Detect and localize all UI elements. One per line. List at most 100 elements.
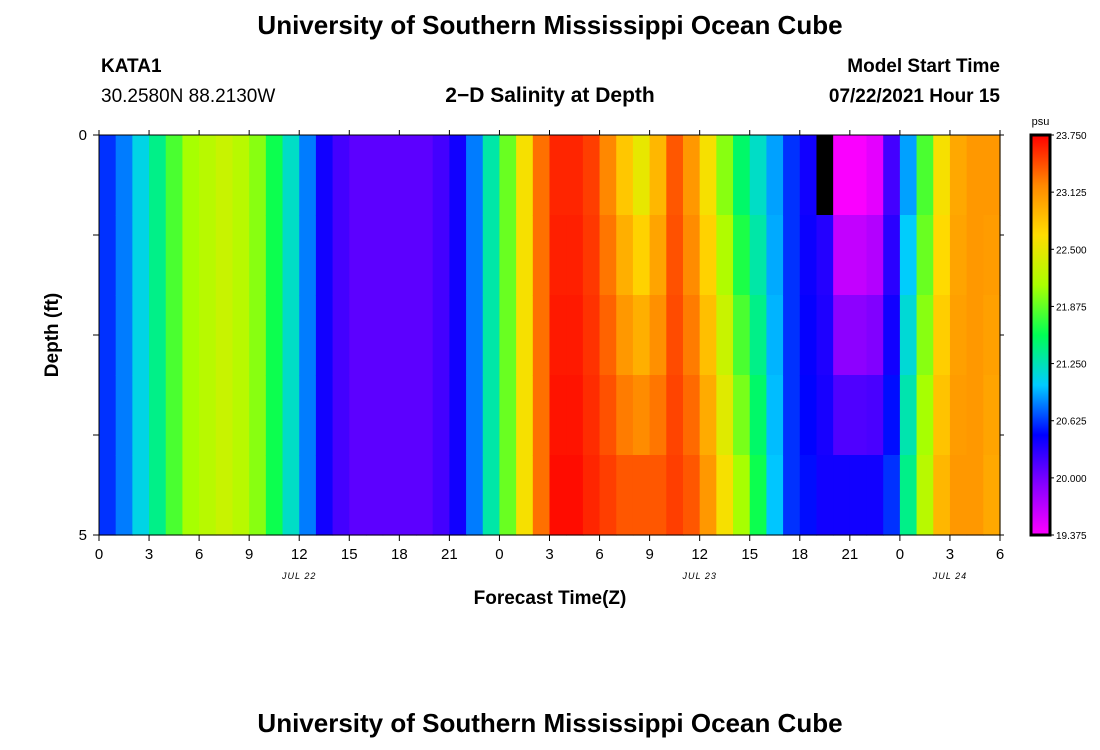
heatmap-cell [733,375,751,456]
heatmap-cell [933,375,951,456]
heatmap-cell [816,455,834,536]
x-tick-label: 6 [195,546,203,563]
heatmap-cell [382,215,400,296]
heatmap-cell [983,135,1001,216]
heatmap-cell [699,295,717,376]
colorbar: psu 23.750 23.125 22.500 21.875 21.250 20.625 2… [1029,116,1087,542]
heatmap-cell [516,455,534,536]
x-tick-label: 6 [996,546,1004,563]
heatmap-cell [215,455,234,536]
heatmap-cell [783,215,801,296]
heatmap-cell [315,135,334,216]
heatmap-cell [849,375,868,456]
colorbar-tick-label: 20.000 [1056,474,1087,485]
colorbar-tick-label: 23.125 [1056,188,1087,199]
colorbar-tick-label: 21.250 [1056,360,1087,371]
heatmap-cell [332,455,350,536]
heatmap-cell [682,135,701,216]
heatmap-cell [783,135,801,216]
heatmap-cell [299,215,317,296]
heatmap-cell [666,455,684,536]
heatmap-cell [416,135,434,216]
heatmap-cell [315,375,334,456]
heatmap-cell [115,455,133,536]
heatmap-cell [149,375,167,456]
heatmap-cell [265,215,284,296]
heatmap-cell [165,135,184,216]
heatmap-cell [716,215,734,296]
heatmap-cell [332,135,350,216]
heatmap-cell [749,295,768,376]
heatmap-cell [799,215,818,296]
heatmap-cell [949,455,968,536]
heatmap-cell [883,135,901,216]
heatmap-cell [382,295,400,376]
heatmap-cell [382,375,400,456]
heatmap-cell [399,135,417,216]
heatmap-cell [249,455,267,536]
heatmap-cell [799,135,818,216]
heatmap-cell [532,215,551,296]
heatmap-cell [249,375,267,456]
heatmap-cell [833,215,851,296]
heatmap-cell [632,135,651,216]
x-tick-label: 6 [595,546,603,563]
heatmap-cell [632,295,651,376]
date-label: JUL 23 [681,571,716,581]
heatmap-cell [716,295,734,376]
heatmap-cell [666,375,684,456]
station-id: KATA1 [101,56,162,77]
heatmap-cell [682,455,701,536]
heatmap-cell [182,375,200,456]
colorbar-unit: psu [1032,116,1050,128]
heatmap-cell [132,295,150,376]
x-tick-label: 15 [741,546,758,563]
heatmap-cell [983,375,1001,456]
heatmap-cell [582,135,601,216]
x-tick-label: 0 [896,546,904,563]
heatmap-cell [566,215,584,296]
heatmap-cell [232,215,250,296]
heatmap-cell [616,135,634,216]
heatmap-cell [582,295,601,376]
heatmap-cell [199,375,217,456]
heatmap-cell [949,135,968,216]
heatmap-cell [416,295,434,376]
heatmap-cell [733,455,751,536]
heatmap-cell [432,135,450,216]
heatmap-cell [215,135,234,216]
bottom-title: University of Southern Mississippi Ocean… [257,708,843,738]
heatmap-cell [466,295,484,376]
heatmap-cell [799,375,818,456]
date-label: JUL 22 [281,571,316,581]
heatmap-cell [482,375,501,456]
heatmap-cell [582,215,601,296]
heatmap-cell [916,375,934,456]
heatmap-cell [132,455,150,536]
heatmap-cell [232,375,250,456]
heatmap-cell [99,295,117,376]
heatmap-cell [315,215,334,296]
heatmap-cell [399,295,417,376]
y-axis: 05 [79,127,1004,544]
heatmap-cell [499,215,517,296]
heatmap-cell [699,215,717,296]
heatmap-cell [349,215,367,296]
y-tick-label: 5 [79,527,87,544]
heatmap-cell [249,295,267,376]
heatmap-cell [966,215,984,296]
heatmap-cell [916,295,934,376]
heatmap-cell [766,215,784,296]
heatmap-cell [983,295,1001,376]
heatmap-cell [933,215,951,296]
heatmap-cell [282,135,300,216]
heatmap-cell [816,295,834,376]
heatmap-cell [749,455,768,536]
heatmap-cell [532,455,551,536]
heatmap-cell [632,375,651,456]
x-tick-label: 3 [946,546,954,563]
heatmap-cell [516,215,534,296]
heatmap-cell [632,455,651,536]
heatmap-cell [983,215,1001,296]
heatmap-cell [282,215,300,296]
